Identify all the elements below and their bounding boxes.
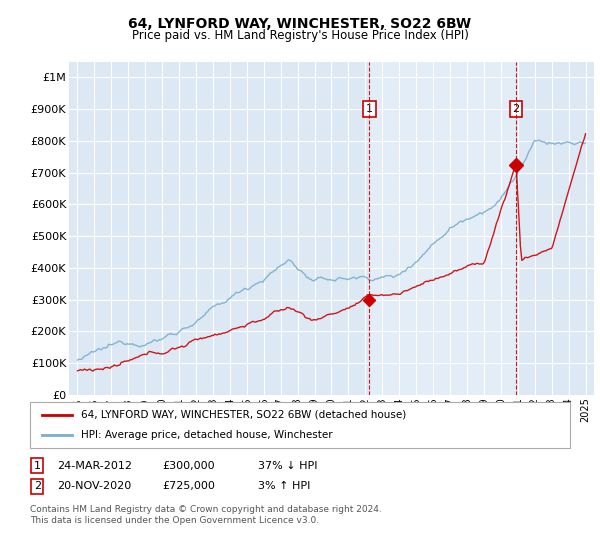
Text: Price paid vs. HM Land Registry's House Price Index (HPI): Price paid vs. HM Land Registry's House … [131, 29, 469, 42]
Text: 2: 2 [34, 481, 41, 491]
Bar [369, 62, 516, 395]
Text: 64, LYNFORD WAY, WINCHESTER, SO22 6BW (detached house): 64, LYNFORD WAY, WINCHESTER, SO22 6BW (d… [81, 410, 406, 420]
Text: 1: 1 [34, 461, 41, 471]
Text: 24-MAR-2012: 24-MAR-2012 [57, 461, 132, 471]
Text: 3% ↑ HPI: 3% ↑ HPI [258, 481, 310, 491]
Text: 2: 2 [512, 104, 520, 114]
Text: HPI: Average price, detached house, Winchester: HPI: Average price, detached house, Winc… [81, 430, 332, 440]
Text: Contains HM Land Registry data © Crown copyright and database right 2024.: Contains HM Land Registry data © Crown c… [30, 505, 382, 514]
Text: £725,000: £725,000 [162, 481, 215, 491]
Text: 64, LYNFORD WAY, WINCHESTER, SO22 6BW: 64, LYNFORD WAY, WINCHESTER, SO22 6BW [128, 17, 472, 31]
Text: £300,000: £300,000 [162, 461, 215, 471]
Text: 20-NOV-2020: 20-NOV-2020 [57, 481, 131, 491]
Text: This data is licensed under the Open Government Licence v3.0.: This data is licensed under the Open Gov… [30, 516, 319, 525]
Text: 1: 1 [366, 104, 373, 114]
Text: 37% ↓ HPI: 37% ↓ HPI [258, 461, 317, 471]
